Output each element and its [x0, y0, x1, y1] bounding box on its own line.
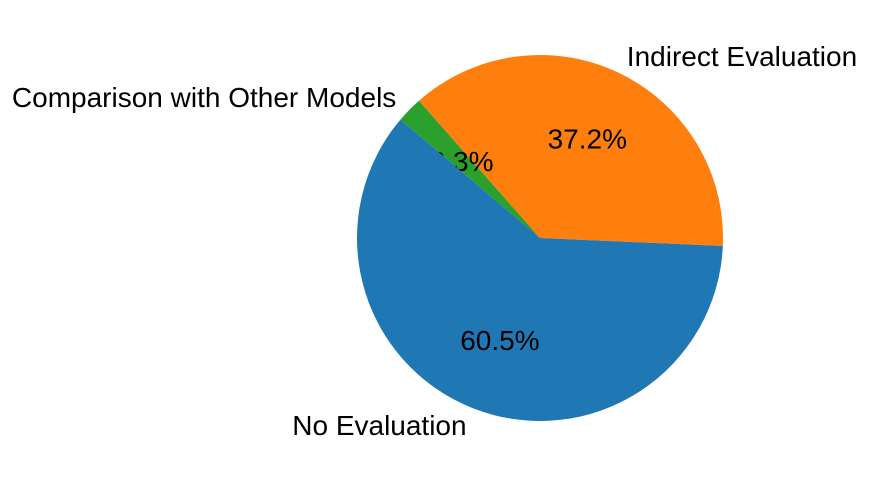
slice-label-indirect-evaluation: Indirect Evaluation: [627, 41, 857, 72]
pct-label-no-evaluation: 60.5%: [460, 325, 539, 356]
slice-label-comparison-with-other-models: Comparison with Other Models: [12, 82, 396, 113]
pie-slice-comparison-with-other-models: [400, 100, 540, 239]
pie-slice-no-evaluation: [357, 119, 723, 421]
pct-label-indirect-evaluation: 37.2%: [548, 124, 627, 155]
pie-slice-indirect-evaluation: [418, 54, 724, 246]
slice-label-no-evaluation: No Evaluation: [292, 410, 466, 441]
